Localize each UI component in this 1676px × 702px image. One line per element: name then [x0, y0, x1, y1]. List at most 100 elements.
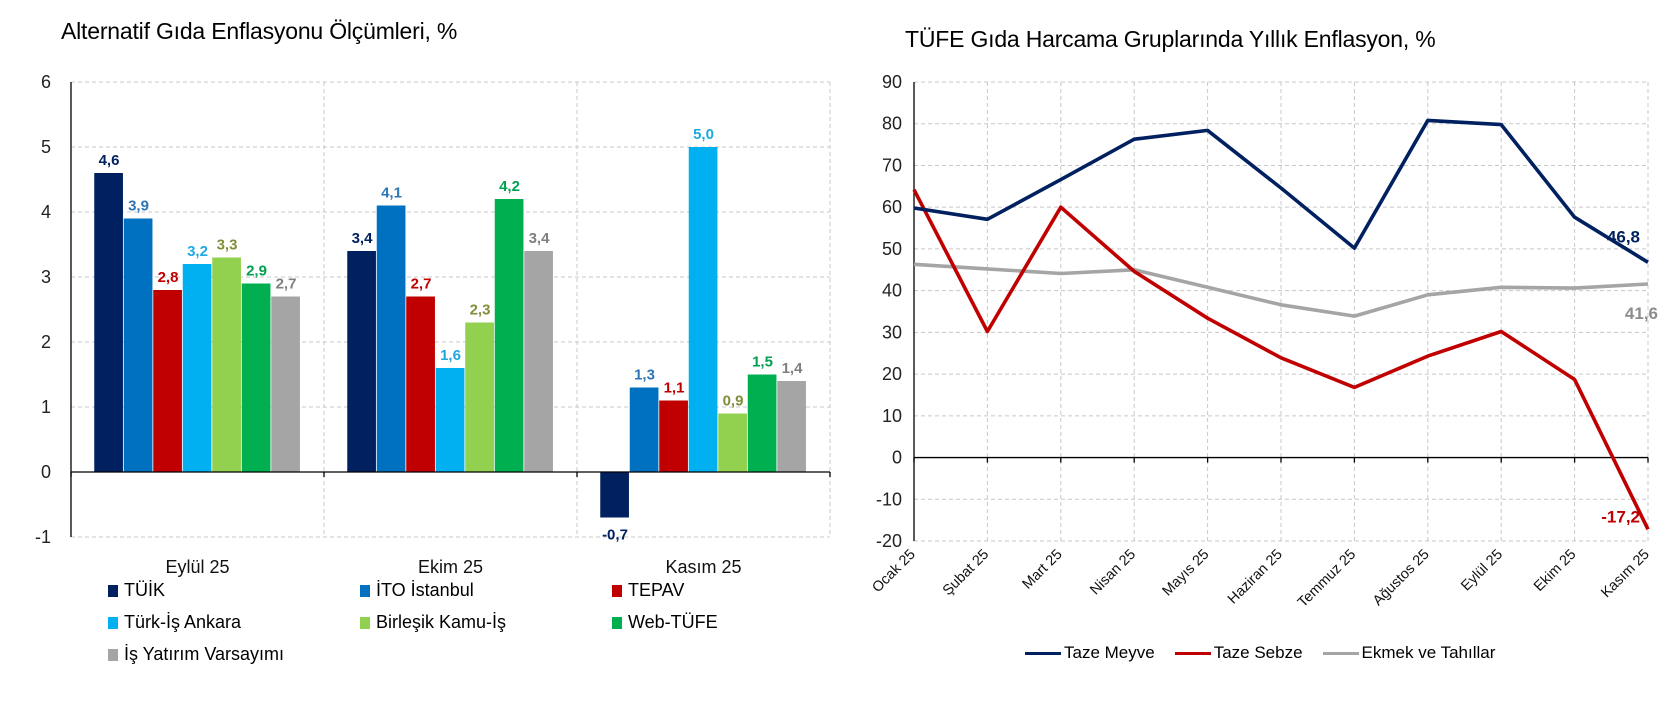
- bar: [747, 374, 777, 472]
- data-label: 2,8: [158, 269, 179, 286]
- x-tick-label: Şubat 25: [940, 547, 992, 599]
- y-tick-label: 20: [882, 364, 902, 384]
- data-label: 1,6: [440, 347, 461, 364]
- legend-line-swatch: [1025, 651, 1061, 655]
- legend-swatch: [108, 616, 118, 629]
- data-label: 1,4: [782, 360, 804, 377]
- legend-label: İTO İstanbul: [376, 580, 474, 600]
- data-label: 1,3: [634, 367, 655, 384]
- series-line: [913, 262, 1649, 318]
- bar: [494, 199, 524, 472]
- x-tick-label: Haziran 25: [1225, 547, 1286, 608]
- x-tick-label: Nisan 25: [1087, 547, 1139, 599]
- x-tick-label: Temmuz 25: [1295, 547, 1359, 611]
- legend-item: İTO İstanbul: [360, 580, 474, 601]
- y-tick-label: -20: [876, 531, 902, 551]
- legend-item: Ekmek ve Tahıllar: [1322, 643, 1495, 663]
- line-chart-legend: Taze Meyve Taze Sebze Ekmek ve Tahıllar: [1025, 643, 1515, 663]
- x-tick-label: Mayıs 25: [1160, 547, 1213, 600]
- bar: [182, 264, 212, 472]
- data-label: 3,4: [352, 230, 374, 247]
- legend-item: TEPAV: [612, 580, 684, 601]
- bar: [465, 322, 494, 472]
- y-tick-label: 0: [41, 462, 51, 482]
- legend-swatch: [612, 584, 622, 597]
- legend-label: Birleşik Kamu-İş: [376, 612, 507, 632]
- series-line: [912, 188, 1650, 531]
- data-label: -17,2: [1601, 507, 1640, 526]
- legend-item: Taze Meyve: [1025, 643, 1155, 663]
- bar: [347, 251, 376, 472]
- legend-label: Taze Sebze: [1213, 643, 1303, 662]
- x-tick-label: Ağustos 25: [1370, 547, 1433, 610]
- data-label: 1,1: [664, 380, 685, 397]
- legend-item: Taze Sebze: [1174, 643, 1303, 663]
- bar: [435, 368, 465, 472]
- data-label: 3,2: [187, 243, 208, 260]
- bar: [629, 387, 659, 472]
- y-tick-label: 4: [41, 202, 51, 222]
- legend-line-swatch: [1322, 651, 1359, 655]
- data-label: 46,8: [1607, 227, 1640, 246]
- data-label: 3,3: [217, 237, 238, 254]
- legend-label: TEPAV: [628, 580, 685, 600]
- data-label: 2,7: [411, 276, 432, 293]
- legend-item: Web-TÜFE: [612, 612, 718, 633]
- legend-label: Türk-İş Ankara: [124, 612, 242, 632]
- legend-swatch: [360, 616, 370, 629]
- data-label: 1,5: [752, 354, 773, 371]
- y-tick-label: 6: [41, 72, 51, 92]
- y-tick-label: 1: [41, 397, 51, 417]
- y-tick-label: 60: [882, 197, 902, 217]
- data-label: 3,9: [128, 198, 149, 215]
- legend-line-swatch: [1174, 651, 1211, 655]
- bar: [718, 413, 747, 472]
- data-label: 4,6: [99, 152, 120, 169]
- category-label: Eylül 25: [165, 557, 229, 577]
- legend-label: İş Yatırım Varsayımı: [124, 644, 285, 664]
- y-tick-label: -1: [35, 527, 51, 547]
- y-tick-label: 90: [882, 72, 902, 92]
- bar: [406, 296, 435, 472]
- legend-label: Taze Meyve: [1064, 643, 1155, 662]
- bar: [271, 296, 300, 472]
- data-label: 5,0: [693, 126, 714, 143]
- y-tick-label: 3: [41, 267, 51, 287]
- legend-swatch: [108, 584, 118, 597]
- legend-label: Web-TÜFE: [628, 612, 718, 632]
- y-tick-label: -10: [876, 489, 902, 509]
- left-chart-title: Alternatif Gıda Enflasyonu Ölçümleri, %: [61, 18, 458, 44]
- bar-chart: -1 0 1 2 3 4 5 6 4,6 3,9 2,8 3,2 3,3 2,9 2,7 Eylül 25 3,…: [35, 72, 831, 577]
- series-line: [913, 118, 1649, 264]
- y-tick-label: 2: [41, 332, 51, 352]
- legend-item: Birleşik Kamu-İş: [360, 612, 506, 633]
- data-label: 2,9: [246, 263, 267, 280]
- data-label: 3,4: [529, 230, 551, 247]
- x-tick-label: Ekim 25: [1531, 547, 1579, 595]
- bar: [659, 400, 688, 472]
- data-label: 41,6: [1625, 304, 1658, 323]
- x-tick-label: Kasım 25: [1598, 547, 1653, 602]
- legend-swatch: [360, 584, 370, 597]
- bar: [123, 218, 153, 472]
- bar: [153, 290, 182, 472]
- y-tick-label: 10: [882, 406, 902, 426]
- category-label: Ekim 25: [418, 557, 483, 577]
- data-label: -0,7: [602, 527, 628, 544]
- bar: [212, 257, 241, 472]
- bar: [688, 147, 718, 472]
- bar: [94, 173, 123, 472]
- y-tick-label: 0: [892, 448, 902, 468]
- bar: [777, 381, 806, 472]
- line-chart: -20 -10 0 10 20 30 40 50 60 70 80 90 Ocak 25 Şubat 25…: [869, 72, 1658, 611]
- bar: [241, 283, 271, 472]
- y-tick-label: 40: [882, 281, 902, 301]
- legend-label: TÜİK: [124, 580, 166, 600]
- x-tick-label: Mart 25: [1020, 547, 1066, 593]
- data-label: 4,2: [499, 178, 520, 195]
- legend-item: İş Yatırım Varsayımı: [108, 644, 284, 665]
- bar: [524, 251, 553, 472]
- x-tick-label: Eylül 25: [1458, 547, 1506, 595]
- legend-item: Türk-İş Ankara: [108, 612, 241, 633]
